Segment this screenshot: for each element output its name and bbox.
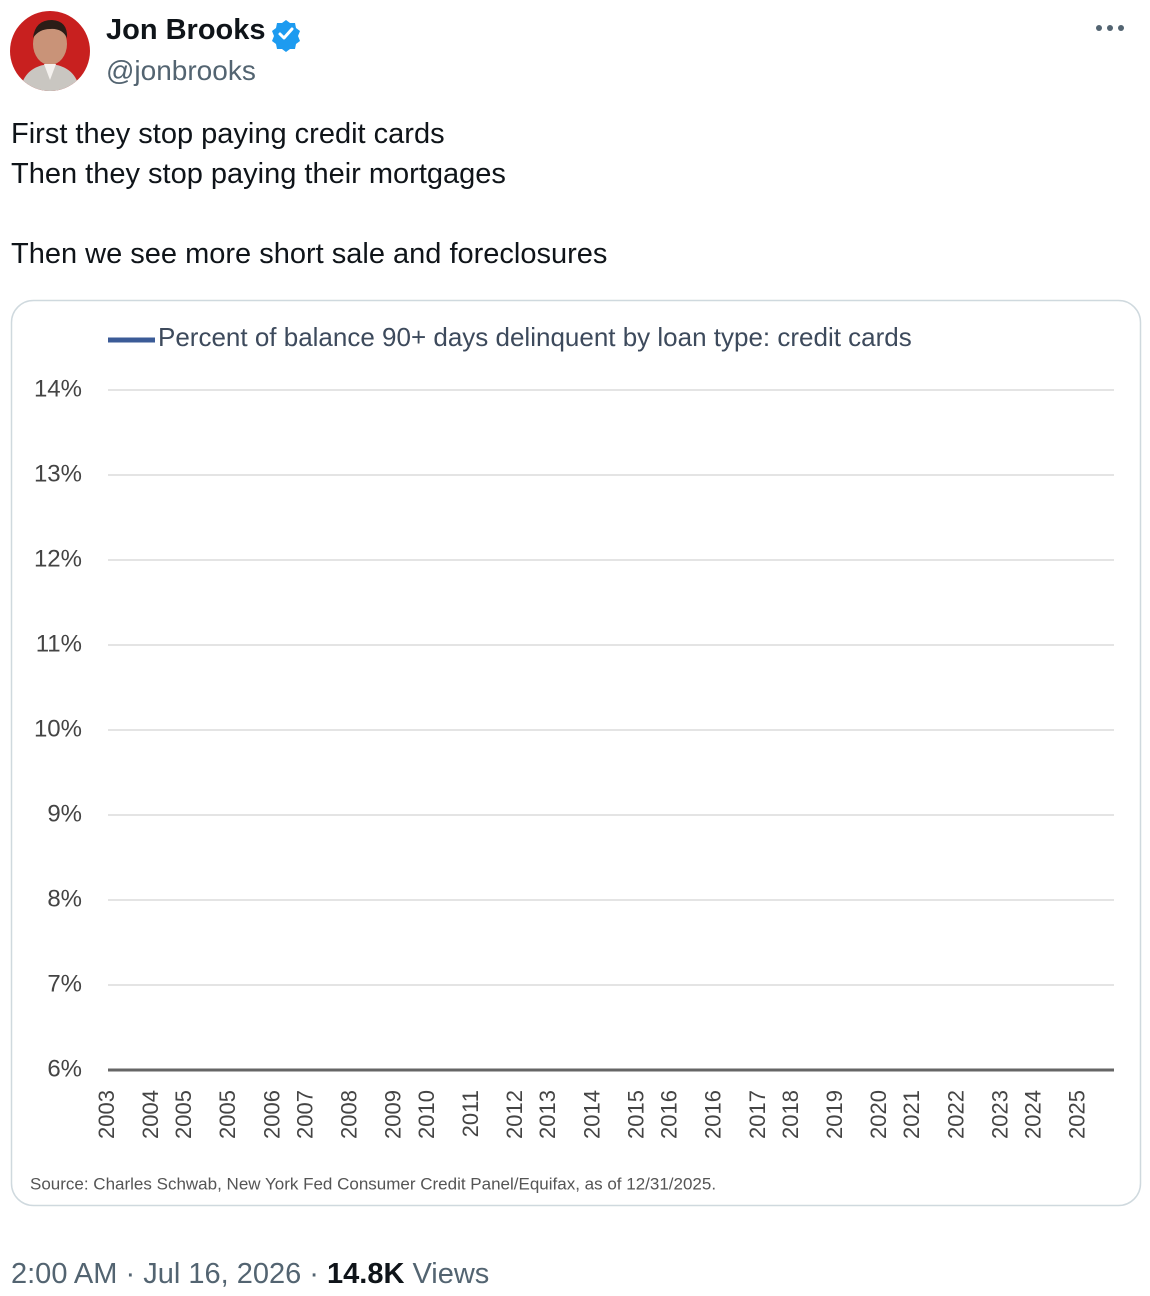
timestamp[interactable]: 2:00 AM (11, 1258, 118, 1290)
x-tick-label: 2003 (94, 1090, 119, 1139)
date[interactable]: Jul 16, 2026 (143, 1258, 302, 1290)
avatar[interactable] (10, 11, 90, 91)
y-tick-label: 14% (34, 375, 82, 402)
x-tick-label: 2010 (414, 1090, 439, 1139)
x-tick-label: 2007 (292, 1090, 317, 1139)
y-tick-label: 12% (34, 545, 82, 572)
y-tick-label: 8% (47, 885, 82, 912)
view-count: 14.8K (327, 1258, 405, 1290)
y-tick-label: 7% (47, 970, 82, 997)
y-tick-label: 6% (47, 1055, 82, 1082)
x-tick-label: 2013 (535, 1090, 560, 1139)
author-name[interactable]: Jon Brooks (106, 14, 266, 46)
y-tick-label: 13% (34, 460, 82, 487)
y-tick-label: 9% (47, 800, 82, 827)
x-tick-label: 2009 (381, 1090, 406, 1139)
x-tick-label: 2016 (701, 1090, 726, 1139)
x-tick-label: 2005 (215, 1090, 240, 1139)
x-tick-label: 2023 (987, 1090, 1012, 1139)
verified-badge (272, 20, 300, 52)
chart-source: Source: Charles Schwab, New York Fed Con… (30, 1174, 716, 1193)
separator: · (309, 1258, 319, 1290)
tweet-text: First they stop paying credit cards (11, 118, 445, 150)
x-tick-label: 2012 (502, 1090, 527, 1139)
x-tick-label: 2005 (171, 1090, 196, 1139)
x-tick-label: 2022 (943, 1090, 968, 1139)
more-button[interactable] (1096, 25, 1124, 31)
y-tick-label: 10% (34, 715, 82, 742)
x-tick-label: 2015 (623, 1090, 648, 1139)
x-tick-label: 2006 (259, 1090, 284, 1139)
tweet-meta: 2:00 AM · Jul 16, 2026 · 14.8K Views (11, 1258, 489, 1291)
x-tick-label: 2008 (337, 1090, 362, 1139)
x-tick-label: 2018 (778, 1090, 803, 1139)
y-tick-label: 11% (36, 630, 82, 657)
legend-label: Percent of balance 90+ days delinquent b… (158, 322, 912, 352)
x-tick-label: 2021 (899, 1090, 924, 1139)
x-tick-label: 2004 (138, 1090, 163, 1139)
author-handle[interactable]: @jonbrooks (106, 55, 256, 86)
x-tick-label: 2025 (1065, 1090, 1090, 1139)
x-tick-label: 2014 (579, 1090, 604, 1139)
x-tick-label: 2020 (866, 1090, 891, 1139)
x-tick-label: 2011 (458, 1090, 483, 1137)
media-card[interactable] (10, 299, 1142, 1207)
x-tick-label: 2016 (656, 1090, 681, 1139)
x-tick-label: 2017 (745, 1090, 770, 1139)
x-tick-label: 2024 (1021, 1090, 1046, 1139)
views-label: Views (412, 1258, 490, 1290)
separator: · (125, 1258, 136, 1290)
x-tick-label: 2019 (822, 1090, 847, 1139)
tweet-text: Then we see more short sale and foreclos… (11, 238, 608, 270)
tweet-text: Then they stop paying their mortgages (11, 158, 506, 190)
